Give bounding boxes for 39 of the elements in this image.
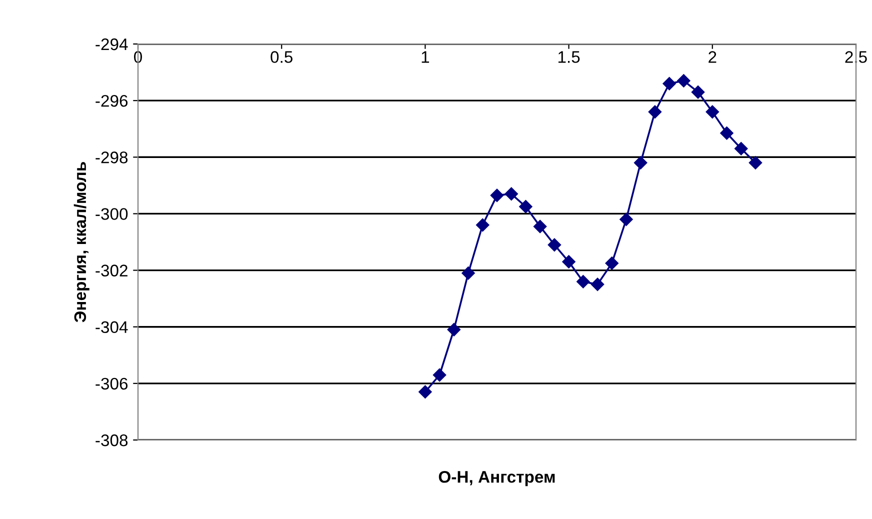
point — [662, 77, 676, 90]
point — [462, 266, 475, 280]
x-tick-label: 0.5 — [270, 51, 292, 63]
y-tick-label: -294 — [96, 38, 128, 50]
x-tick-label: 2 — [708, 51, 716, 63]
y-tick-label: -304 — [96, 321, 128, 334]
point — [677, 74, 690, 88]
point — [476, 218, 490, 232]
point — [504, 187, 518, 200]
y-tick-label: -298 — [96, 152, 128, 164]
point — [418, 385, 432, 398]
x-tick-label: 1 — [422, 51, 430, 63]
x-tick-label: 2.5 — [845, 51, 867, 63]
point — [562, 255, 576, 268]
y-tick-label: -308 — [96, 434, 128, 446]
y-axis-title: Энергия, ккал/моль — [74, 162, 90, 322]
x-tick-label: 1.5 — [558, 51, 580, 63]
y-tick-label: -302 — [96, 264, 128, 276]
y-tick-label: -296 — [96, 94, 128, 107]
point — [590, 278, 604, 292]
point — [648, 105, 662, 118]
point — [605, 256, 618, 270]
point — [519, 200, 532, 214]
y-tick-label: -306 — [96, 378, 128, 390]
point — [620, 212, 633, 226]
y-tick-label: -300 — [96, 208, 128, 220]
point — [748, 156, 762, 170]
point — [634, 156, 648, 170]
point — [548, 238, 562, 252]
point — [706, 105, 719, 118]
point — [720, 126, 734, 140]
point — [490, 188, 504, 202]
point — [432, 368, 446, 382]
x-axis-title: O-H, Ангстрем — [438, 470, 555, 486]
point — [447, 323, 461, 336]
point — [533, 220, 547, 234]
point — [691, 86, 705, 99]
point — [576, 275, 590, 288]
point — [734, 142, 748, 156]
